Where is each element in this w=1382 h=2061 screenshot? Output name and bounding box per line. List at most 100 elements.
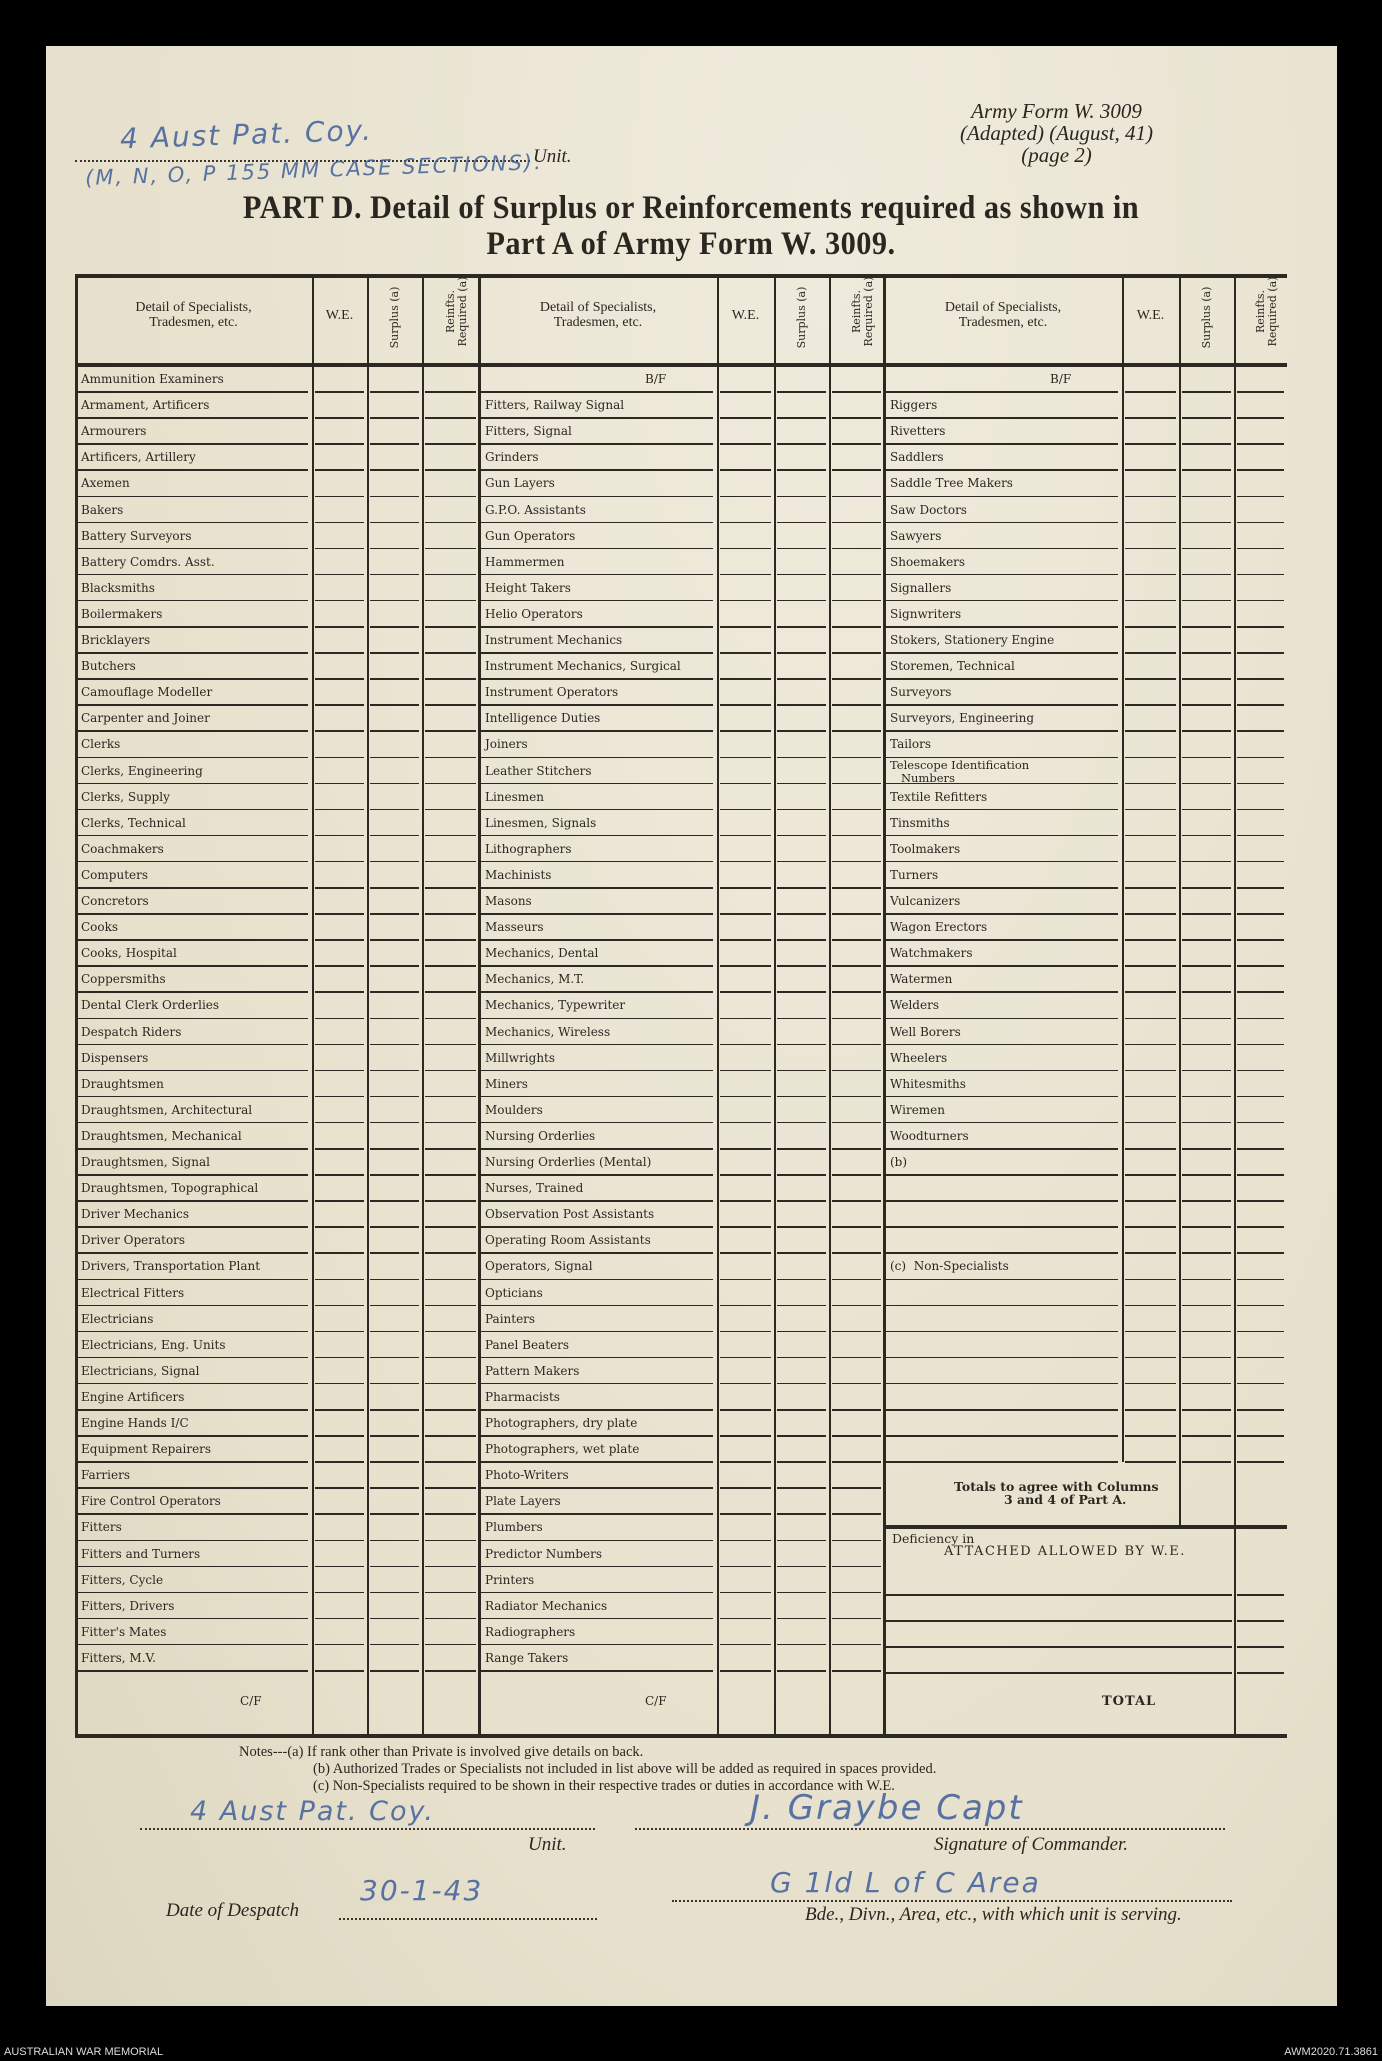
row-rule: [832, 573, 881, 576]
row-rule: [315, 1304, 364, 1307]
row-rule: [77, 730, 308, 732]
row-rule: [370, 1069, 419, 1072]
row-rule: [425, 756, 476, 758]
row-rule: [777, 495, 826, 497]
row-rule: [1182, 939, 1231, 941]
row-rule: [425, 913, 476, 915]
row-rule: [315, 1252, 364, 1254]
deficiency-row-rule: [886, 1646, 1232, 1648]
row-rule: [370, 443, 419, 445]
table-row-label: Coachmakers: [81, 841, 164, 856]
row-rule: [886, 521, 1118, 524]
row-rule: [720, 782, 771, 785]
row-rule: [425, 1617, 476, 1620]
specialists-table: Detail of Specialists, Tradesmen, etc. W.…: [75, 274, 1287, 1738]
brought-forward-label: B/F: [1050, 372, 1072, 386]
row-rule: [315, 1095, 364, 1098]
row-rule: [425, 1226, 476, 1228]
table-row-label: Watchmakers: [890, 946, 973, 961]
row-rule: [720, 1617, 771, 1620]
row-rule: [481, 756, 713, 758]
row-rule: [370, 599, 419, 602]
row-rule: [481, 1148, 713, 1150]
row-rule: [315, 1174, 364, 1176]
table-row-label: Carpenter and Joiner: [81, 711, 210, 726]
row-rule: [315, 1513, 364, 1515]
row-rule: [832, 1330, 881, 1333]
row-rule: [1125, 1461, 1176, 1463]
row-rule: [425, 1382, 476, 1385]
row-rule: [1237, 521, 1284, 524]
carried-forward-label: C/F: [240, 1694, 262, 1708]
row-rule: [370, 495, 419, 497]
table-row-label: Signallers: [890, 580, 952, 595]
row-rule: [370, 1121, 419, 1124]
row-rule: [315, 939, 364, 941]
table-row-label: Nursing Orderlies: [485, 1128, 596, 1143]
row-rule: [1125, 704, 1176, 706]
row-rule: [315, 1200, 364, 1202]
row-rule: [370, 1330, 419, 1333]
table-row-label: Moulders: [485, 1102, 543, 1117]
table-row-label: Fitters, Signal: [485, 424, 572, 439]
row-rule: [1125, 495, 1176, 497]
row-rule: [425, 1017, 476, 1019]
column-group-divider: [883, 274, 886, 1738]
row-rule: [481, 573, 713, 576]
row-rule: [315, 391, 364, 393]
row-rule: [777, 1148, 826, 1150]
row-rule: [832, 1304, 881, 1307]
row-rule: [777, 808, 826, 811]
row-rule: [425, 730, 476, 732]
row-rule: [886, 1278, 1118, 1280]
row-rule: [481, 1356, 713, 1359]
row-rule: [1125, 1330, 1176, 1333]
row-rule: [315, 547, 364, 550]
row-rule: [832, 652, 881, 654]
table-row-label: Photo-Writers: [485, 1468, 569, 1483]
table-row-label: Vulcanizers: [890, 894, 961, 908]
row-rule: [425, 1095, 476, 1098]
table-row-label: Machinists: [485, 867, 552, 882]
form-page-number: (page 2): [1021, 143, 1092, 167]
column-divider: [422, 274, 424, 1738]
table-row-label: Clerks, Engineering: [81, 763, 203, 778]
row-rule: [720, 1643, 771, 1646]
row-rule: [886, 1095, 1118, 1098]
row-rule: [832, 1487, 881, 1489]
table-row-label: (c) Non-Specialists: [890, 1259, 1009, 1274]
table-row-label: Armourers: [81, 424, 147, 439]
row-rule: [370, 1382, 419, 1385]
row-rule: [1125, 834, 1176, 837]
row-rule: [832, 887, 881, 889]
table-row-label: Wagon Erectors: [890, 920, 988, 935]
row-rule: [832, 704, 881, 706]
row-rule: [77, 1017, 308, 1019]
table-row-label: Toolmakers: [890, 841, 961, 856]
header-detail: Detail of Specialists,: [539, 300, 657, 315]
row-rule: [1182, 1069, 1231, 1072]
row-rule: [832, 1356, 881, 1359]
row-rule: [886, 678, 1118, 680]
row-rule: [370, 626, 419, 628]
row-rule: [370, 573, 419, 576]
row-rule: [1237, 965, 1284, 967]
row-rule: [77, 1226, 308, 1228]
deficiency-row-rule: [1237, 1620, 1284, 1622]
row-rule: [720, 391, 771, 393]
row-rule: [1237, 678, 1284, 680]
table-row-label: Printers: [485, 1572, 535, 1587]
row-rule: [1182, 443, 1231, 445]
row-rule: [370, 1617, 419, 1620]
row-rule: [481, 547, 713, 550]
column-divider: [312, 274, 314, 1738]
row-rule: [777, 782, 826, 785]
header-reinforcements: Reinfts.: [444, 289, 457, 334]
row-rule: [886, 626, 1118, 628]
row-rule: [1182, 965, 1231, 967]
table-row-label: Electricians, Eng. Units: [81, 1337, 226, 1352]
row-rule: [370, 834, 419, 837]
row-rule: [481, 1174, 713, 1176]
row-rule: [1125, 1017, 1176, 1019]
row-rule: [1125, 1148, 1176, 1150]
